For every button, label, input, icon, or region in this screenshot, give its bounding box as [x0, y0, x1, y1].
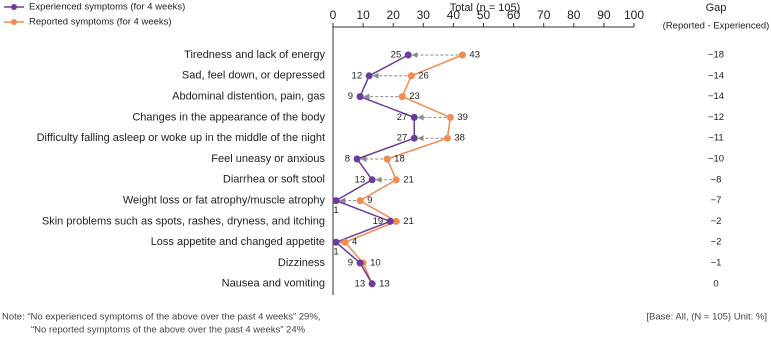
- series-line: [334, 54, 416, 285]
- data-label: 12: [352, 70, 363, 81]
- data-label: 25: [391, 50, 402, 61]
- gap-value: −11: [708, 133, 723, 144]
- category-label: Dizziness: [278, 257, 326, 269]
- category-label: Skin problems such as spots, rashes, dry…: [42, 215, 325, 227]
- x-tick-label: 40: [447, 8, 461, 22]
- data-label: 21: [403, 216, 414, 227]
- gap-title: Gap: [706, 2, 727, 14]
- data-point: [410, 113, 418, 121]
- data-label: 10: [370, 258, 381, 269]
- gap-subtitle: (Reported - Experienced): [663, 21, 770, 32]
- x-tick-label: 70: [537, 8, 551, 22]
- data-label: 39: [457, 112, 468, 123]
- category-label: Diarrhea or soft stool: [223, 174, 325, 186]
- note: “No reported symptoms of the above over …: [31, 325, 306, 336]
- data-label: 9: [348, 91, 353, 102]
- gap-value: −2: [711, 216, 722, 227]
- data-label: 9: [348, 258, 353, 269]
- data-label: 13: [379, 278, 390, 289]
- x-tick-label: 10: [356, 8, 370, 22]
- data-point: [341, 238, 349, 246]
- x-tick-label: 50: [477, 8, 491, 22]
- data-label: 1: [333, 247, 338, 258]
- x-tick-label: 90: [597, 8, 611, 22]
- data-point: [383, 155, 391, 163]
- data-point: [332, 197, 340, 205]
- data-label: 13: [355, 278, 366, 289]
- data-point: [458, 51, 466, 59]
- data-point: [368, 176, 376, 184]
- gap-value: −18: [708, 50, 724, 61]
- data-point: [398, 93, 406, 101]
- data-point: [356, 259, 364, 267]
- gap-value: −14: [708, 91, 724, 102]
- x-tick-label: 80: [567, 8, 581, 22]
- category-label: Abdominal distention, pain, gas: [172, 91, 325, 103]
- data-label: 8: [345, 154, 350, 165]
- chart-title: Total (n = 105): [450, 2, 521, 14]
- data-label: 23: [409, 91, 420, 102]
- data-label: 26: [418, 70, 429, 81]
- data-point: [410, 134, 418, 142]
- data-label: 9: [367, 195, 372, 206]
- data-label: 43: [469, 50, 480, 61]
- note: Note: “No experienced symptoms of the ab…: [2, 312, 320, 323]
- category-label: Sad, feel down, or depressed: [182, 70, 325, 82]
- x-tick-label: 20: [387, 8, 401, 22]
- legend-label: Experienced symptoms (for 4 weeks): [29, 2, 185, 13]
- gap-value: −12: [708, 112, 724, 123]
- category-label: Nausea and vomiting: [222, 278, 325, 290]
- base-note: [Base: All, (N = 105) Unit: %]: [646, 312, 767, 323]
- category-label: Tiredness and lack of energy: [184, 49, 325, 61]
- category-label: Weight loss or fat atrophy/muscle atroph…: [123, 195, 326, 207]
- category-label: Loss appetite and changed appetite: [151, 236, 325, 248]
- gap-value: −2: [711, 237, 722, 248]
- data-point: [353, 155, 361, 163]
- x-tick-label: 100: [624, 8, 644, 22]
- data-point: [386, 217, 394, 225]
- data-label: 21: [403, 174, 414, 185]
- x-tick-label: 0: [330, 8, 337, 22]
- data-point: [407, 72, 415, 80]
- data-point: [404, 51, 412, 59]
- x-tick-label: 30: [417, 8, 431, 22]
- data-point: [356, 197, 364, 205]
- legend-label: Reported symptoms (for 4 weeks): [29, 17, 172, 28]
- data-point: [365, 72, 373, 80]
- gap-value: −14: [708, 70, 724, 81]
- gap-value: −10: [708, 154, 724, 165]
- data-point: [392, 217, 400, 225]
- data-point: [392, 176, 400, 184]
- data-label: 1: [333, 205, 338, 216]
- data-label: 27: [397, 112, 408, 123]
- x-tick-label: 60: [507, 8, 521, 22]
- data-label: 4: [352, 237, 357, 248]
- category-label: Feel uneasy or anxious: [211, 153, 325, 165]
- series-line: [343, 54, 463, 285]
- gap-value: −7: [711, 195, 722, 206]
- gap-value: −8: [711, 174, 722, 185]
- data-label: 13: [355, 174, 366, 185]
- data-point: [332, 238, 340, 246]
- legend-dot: [11, 19, 17, 25]
- gap-value: 0: [713, 278, 718, 289]
- legend-dot: [11, 4, 17, 10]
- data-label: 27: [397, 133, 408, 144]
- data-point: [443, 134, 451, 142]
- data-point: [446, 113, 454, 121]
- category-label: Changes in the appearance of the body: [132, 111, 325, 123]
- data-point: [368, 280, 376, 288]
- data-label: 18: [394, 154, 405, 165]
- data-point: [356, 93, 364, 101]
- data-label: 19: [373, 216, 384, 227]
- gap-value: −1: [711, 258, 722, 269]
- category-label: Difficulty falling asleep or woke up in …: [37, 132, 325, 144]
- data-label: 38: [454, 133, 465, 144]
